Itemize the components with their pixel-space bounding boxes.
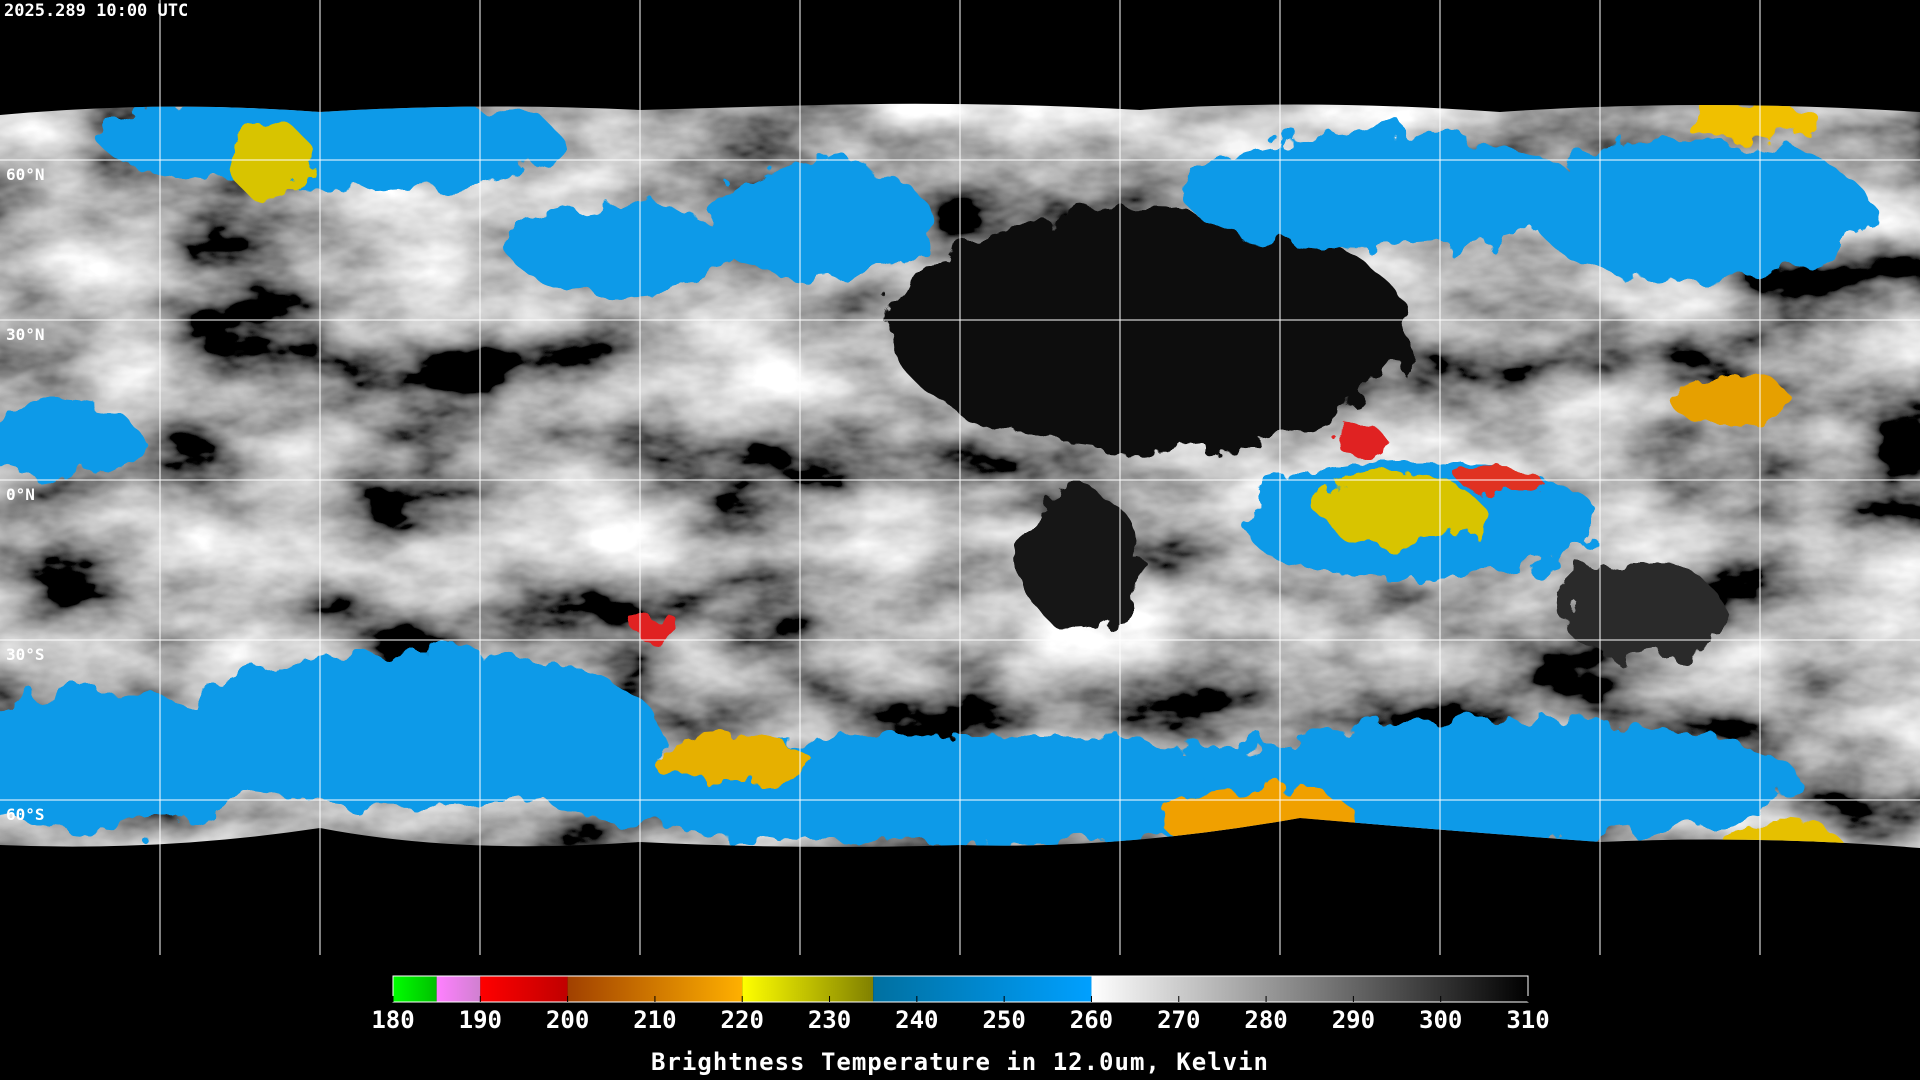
- colorbar-tick-label: 290: [1332, 1006, 1375, 1034]
- colorbar-tick-label: 250: [982, 1006, 1025, 1034]
- colorbar-segment: [742, 976, 874, 1002]
- colorbar-segment: [436, 976, 481, 1002]
- colorbar-tick-label: 230: [808, 1006, 851, 1034]
- colorbar-segment: [393, 976, 437, 1002]
- latitude-label: 30°S: [6, 645, 45, 664]
- colorbar-tick-label: 210: [633, 1006, 676, 1034]
- latitude-label: 30°N: [6, 325, 45, 344]
- colorbar-title: Brightness Temperature in 12.0um, Kelvin: [651, 1048, 1269, 1076]
- colorbar-tick-label: 220: [721, 1006, 764, 1034]
- latitude-label: 60°N: [6, 165, 45, 184]
- colorbar-tick-label: 310: [1506, 1006, 1549, 1034]
- graticule: [0, 0, 1920, 955]
- latitude-label: 60°S: [6, 805, 45, 824]
- colorbar-tick-label: 280: [1244, 1006, 1287, 1034]
- colorbar: 180 190 200 210 220 230 240 250 260 270 280 290 300 3…: [371, 975, 1550, 1034]
- colorbar-tick-label: 270: [1157, 1006, 1200, 1034]
- latitude-labels: 60°N 30°N 0°N 30°S 60°S: [6, 165, 45, 824]
- colorbar-tick-label: 200: [546, 1006, 589, 1034]
- colorbar-tick-label: 300: [1419, 1006, 1462, 1034]
- colorbar-tick-label: 180: [371, 1006, 414, 1034]
- colorbar-tick-label: 240: [895, 1006, 938, 1034]
- colorbar-segment: [1091, 976, 1528, 1002]
- colorbar-segment: [480, 976, 568, 1002]
- colorbar-tick-label: 260: [1070, 1006, 1113, 1034]
- timestamp: 2025.289 10:00 UTC: [4, 1, 188, 21]
- colorbar-frame: [392, 975, 1529, 1003]
- colorbar-segment: [873, 976, 1092, 1002]
- latitude-label: 0°N: [6, 485, 35, 504]
- colorbar-tick-label: 190: [459, 1006, 502, 1034]
